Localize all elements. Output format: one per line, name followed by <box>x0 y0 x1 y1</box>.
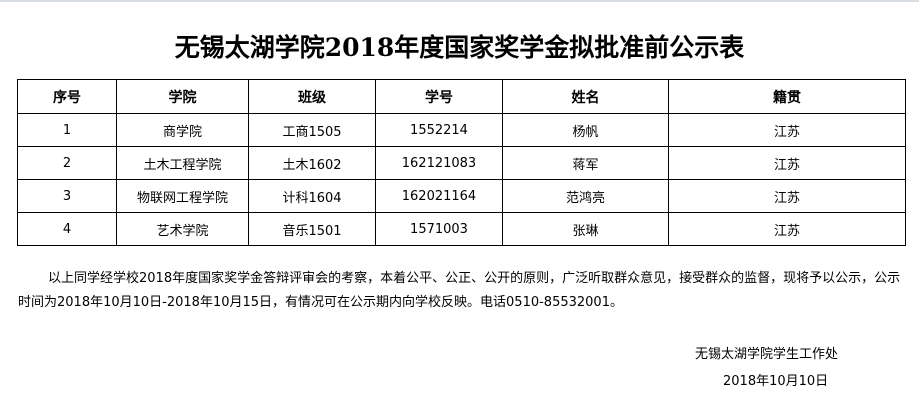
table-cell: 3 <box>17 179 117 213</box>
header-cell: 籍贯 <box>668 79 906 114</box>
table-cell: 162121083 <box>375 146 503 180</box>
table-cell: 2 <box>17 146 117 180</box>
table-cell: 范鸿亮 <box>502 179 669 213</box>
table-header-row: 序号 学院 班级 学号 姓名 籍贯 <box>17 79 906 114</box>
table-cell: 土木工程学院 <box>116 146 249 180</box>
table-row: 1 商学院 工商1505 1552214 杨帆 江苏 <box>17 113 906 147</box>
page-title: 无锡太湖学院2018年度国家奖学金拟批准前公示表 <box>174 33 745 62</box>
table-row: 3 物联网工程学院 计科1604 162021164 范鸿亮 江苏 <box>17 179 906 213</box>
header-cell: 序号 <box>17 79 117 114</box>
table-cell: 江苏 <box>668 113 906 147</box>
table-cell: 杨帆 <box>502 113 669 147</box>
table-cell: 物联网工程学院 <box>116 179 249 213</box>
header-cell: 学号 <box>375 79 503 114</box>
notice-date: 2018年10月10日 <box>723 374 829 389</box>
table-cell: 艺术学院 <box>116 212 249 246</box>
header-cell: 姓名 <box>502 79 669 114</box>
table-row: 4 艺术学院 音乐1501 1571003 张琳 江苏 <box>17 212 906 246</box>
table-cell: 土木1602 <box>248 146 376 180</box>
table-cell: 江苏 <box>668 146 906 180</box>
table-cell: 162021164 <box>375 179 503 213</box>
signature: 无锡太湖学院学生工作处 <box>695 347 839 362</box>
table-cell: 计科1604 <box>248 179 376 213</box>
table-cell: 4 <box>17 212 117 246</box>
table-cell: 音乐1501 <box>248 212 376 246</box>
header-cell: 学院 <box>116 79 249 114</box>
table-cell: 蒋军 <box>502 146 669 180</box>
table-cell: 商学院 <box>116 113 249 147</box>
table-cell: 1 <box>17 113 117 147</box>
table-cell: 1552214 <box>375 113 503 147</box>
scholarship-table: 序号 学院 班级 学号 姓名 籍贯 1 商学院 工商1505 1552214 杨帆 江苏 2… <box>17 79 906 246</box>
table-cell: 江苏 <box>668 179 906 213</box>
notice-paragraph: 以上同学经学校2018年度国家奖学金答辩评审会的考察，本着公平、公正、公开的原则… <box>18 271 901 310</box>
table-cell: 张琳 <box>502 212 669 246</box>
table-cell: 江苏 <box>668 212 906 246</box>
table-row: 2 土木工程学院 土木1602 162121083 蒋军 江苏 <box>17 146 906 180</box>
table-cell: 1571003 <box>375 212 503 246</box>
table-cell: 工商1505 <box>248 113 376 147</box>
header-cell: 班级 <box>248 79 376 114</box>
